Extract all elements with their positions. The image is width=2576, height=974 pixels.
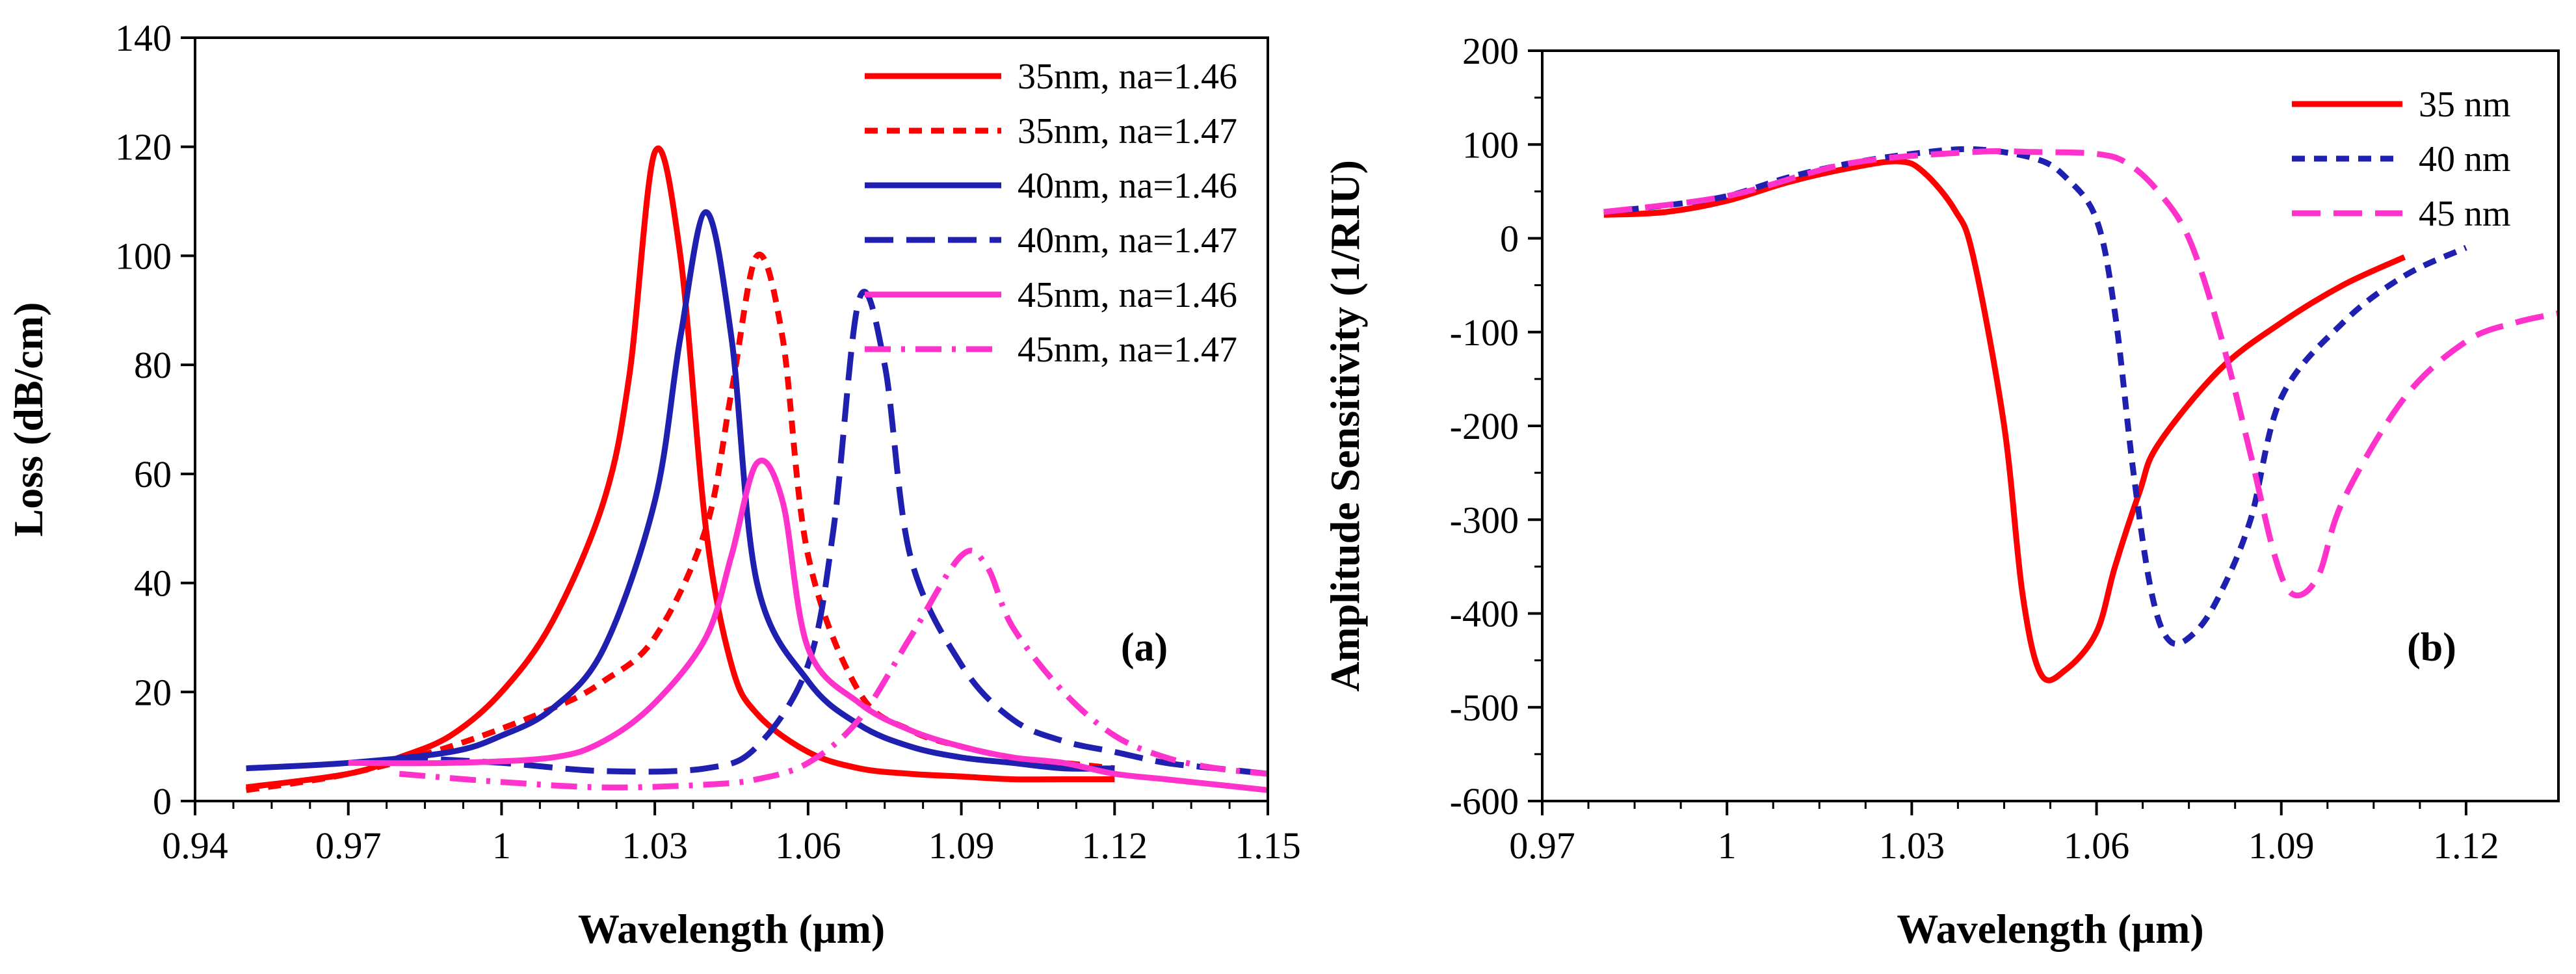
x-tick-label: 1.03	[622, 824, 688, 867]
x-tick-label: 0.97	[315, 824, 382, 867]
x-tick-label: 1.03	[1879, 824, 1945, 867]
x-tick-label: 1	[492, 824, 511, 867]
x-tick-label: 1.06	[2064, 824, 2130, 867]
series-line-40-nm	[1603, 146, 2467, 647]
legend: 35 nm 40 nm 45 nm	[2292, 85, 2511, 234]
y-tick-label: 100	[1462, 124, 1519, 166]
legend-label-35nm-na-1-46: 35nm, na=1.46	[1018, 57, 1237, 97]
series-line-45nm-na-1-46	[348, 457, 1268, 793]
y-tick-label: -200	[1450, 405, 1519, 447]
y-tick-label: 0	[153, 780, 172, 823]
y-tick-label: -400	[1450, 593, 1519, 635]
y-tick-label: -100	[1450, 311, 1519, 354]
x-tick-label: 1.06	[775, 824, 841, 867]
plot-frame	[194, 36, 1269, 802]
x-tick-label: 1.12	[1082, 824, 1148, 867]
panel-label: (a)	[1121, 625, 1168, 670]
series-line-40nm-na-1-46	[246, 209, 1115, 772]
x-tick-label: 1.15	[1235, 824, 1301, 867]
series-line-35-nm	[1603, 158, 2406, 683]
legend-label-40-nm: 40 nm	[2419, 139, 2511, 179]
x-tick-label: 0.97	[1509, 824, 1575, 867]
legend-label-40nm-na-1-47: 40nm, na=1.47	[1018, 220, 1237, 261]
x-axis-title: Wavelength (µm)	[578, 906, 885, 952]
legend-label-45nm-na-1-46: 45nm, na=1.46	[1018, 275, 1237, 315]
y-tick-label: 100	[115, 235, 172, 277]
y-tick-label: 60	[134, 453, 172, 495]
y-tick-label: -600	[1450, 780, 1519, 823]
series-line-35nm-na-1-46	[246, 145, 1115, 791]
y-tick-label: 0	[1500, 218, 1519, 260]
x-tick-label: 1	[1718, 824, 1737, 867]
x-axis-title: Wavelength (µm)	[1897, 906, 2203, 952]
x-tick-label: 1.09	[928, 824, 995, 867]
legend: 35nm, na=1.46 35nm, na=1.47 40nm, na=1.46 4…	[865, 57, 1237, 370]
y-tick-label: 80	[134, 344, 172, 386]
series-line-45nm-na-1-47	[399, 547, 1268, 791]
x-tick-label: 1.12	[2433, 824, 2499, 867]
legend-label-35-nm: 35 nm	[2419, 85, 2511, 125]
x-tick-label: 1.09	[2248, 824, 2315, 867]
y-tick-label: 140	[115, 17, 172, 59]
legend-label-45nm-na-1-47: 45nm, na=1.47	[1018, 330, 1237, 370]
y-tick-label: 40	[134, 562, 172, 605]
y-tick-label: -500	[1450, 687, 1519, 729]
y-tick-label: 120	[115, 126, 172, 168]
x-tick-label: 0.94	[162, 824, 228, 867]
y-tick-label: 200	[1462, 30, 1519, 72]
chart-loss-panel: 0.94 0.97 1 1.03 1.06 1.09 1.12 1.15 0 20 40 60 80 10…	[5, 17, 1301, 952]
y-axis-title: Amplitude Sensitivity (1/RIU)	[1322, 160, 1368, 692]
y-axis-title: Loss (dB/cm)	[5, 302, 51, 537]
legend-label-35nm-na-1-47: 35nm, na=1.47	[1018, 111, 1237, 151]
legend-label-40nm-na-1-46: 40nm, na=1.46	[1018, 166, 1237, 206]
legend-label-45-nm: 45 nm	[2419, 194, 2511, 234]
series-line-45-nm	[1603, 148, 2559, 599]
chart-sensitivity-panel: 0.97 1 1.03 1.06 1.09 1.12 -600 -500 -400 -300 -20…	[1322, 30, 2560, 952]
panel-label: (b)	[2407, 625, 2456, 670]
y-tick-label: -300	[1450, 499, 1519, 541]
y-tick-label: 20	[134, 671, 172, 713]
